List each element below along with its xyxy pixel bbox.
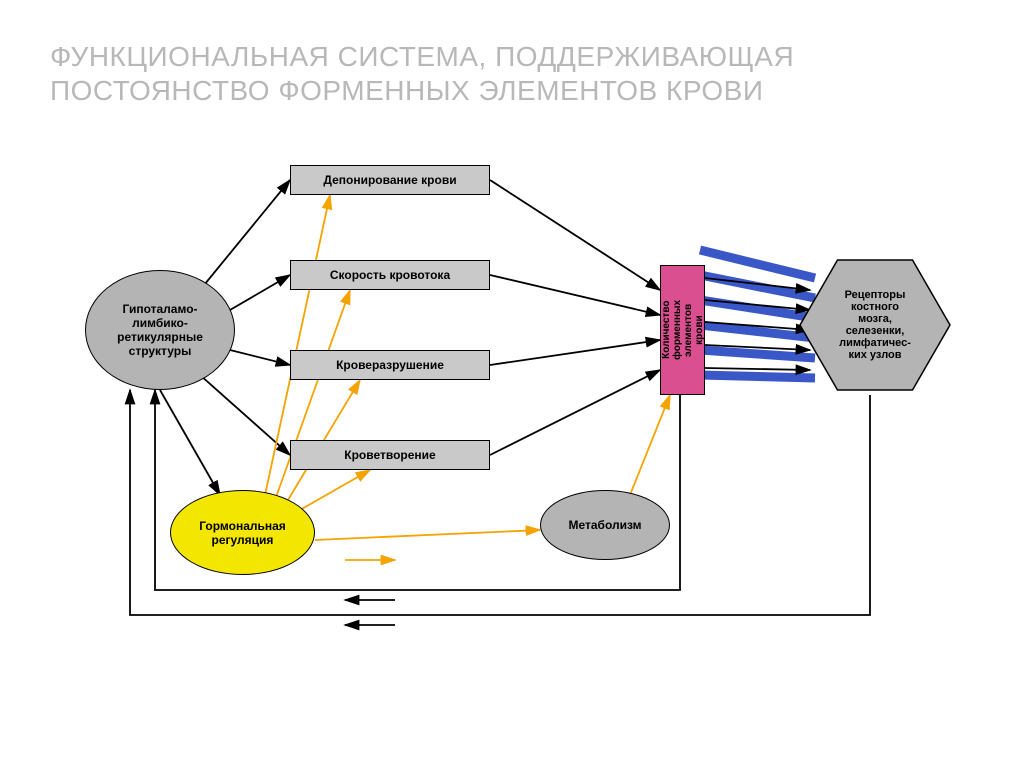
- blue-band: [700, 275, 815, 298]
- node-metabolism: Метаболизм: [540, 490, 670, 560]
- arrow-hormonal-metabolism: [315, 530, 540, 540]
- node-hormonal: Гормональная регуляция: [170, 490, 315, 575]
- arrow-hypothalamus-hormonal: [160, 390, 220, 495]
- node-quantity-label: Количество форменных элементов крови: [657, 296, 709, 364]
- arrow-speed-quantity: [490, 275, 660, 315]
- node-speed: Скорость кровотока: [290, 260, 490, 290]
- arrow-hormonal-formation: [300, 470, 370, 510]
- node-receptors-label: Рецепторы костного мозга, селезенки, лим…: [835, 285, 915, 365]
- node-formation-label: Кроветворение: [340, 444, 439, 466]
- node-hormonal-label: Гормональная регуляция: [195, 515, 290, 551]
- node-hypothalamus-label: Гипоталамо- лимбико- ретикулярные структ…: [113, 298, 207, 362]
- arrow-quantity-receptors: [705, 368, 810, 370]
- node-deposit-label: Депонирование крови: [319, 169, 460, 191]
- arrow-hypothalamus-deposit: [200, 180, 290, 290]
- arrow-metabolism-quantity: [630, 395, 670, 495]
- node-metabolism-label: Метаболизм: [564, 514, 645, 536]
- arrow-hypothalamus-speed: [230, 275, 290, 310]
- node-speed-label: Скорость кровотока: [326, 264, 454, 286]
- node-quantity: Количество форменных элементов крови: [660, 265, 705, 395]
- blue-band: [700, 375, 815, 378]
- blue-band: [700, 250, 815, 278]
- arrow-destruction-quantity: [490, 340, 660, 365]
- node-destruction: Кроверазрушение: [290, 350, 490, 380]
- node-receptors: Рецепторы костного мозга, селезенки, лим…: [800, 260, 950, 390]
- blue-band: [700, 325, 815, 338]
- arrow-hypothalamus-destruction: [230, 350, 290, 365]
- arrow-formation-quantity: [490, 370, 660, 455]
- node-hypothalamus: Гипоталамо- лимбико- ретикулярные структ…: [85, 270, 235, 390]
- node-formation: Кроветворение: [290, 440, 490, 470]
- node-destruction-label: Кроверазрушение: [332, 354, 448, 376]
- blue-band: [700, 350, 815, 358]
- node-deposit: Депонирование крови: [290, 165, 490, 195]
- arrow-deposit-quantity: [490, 180, 660, 290]
